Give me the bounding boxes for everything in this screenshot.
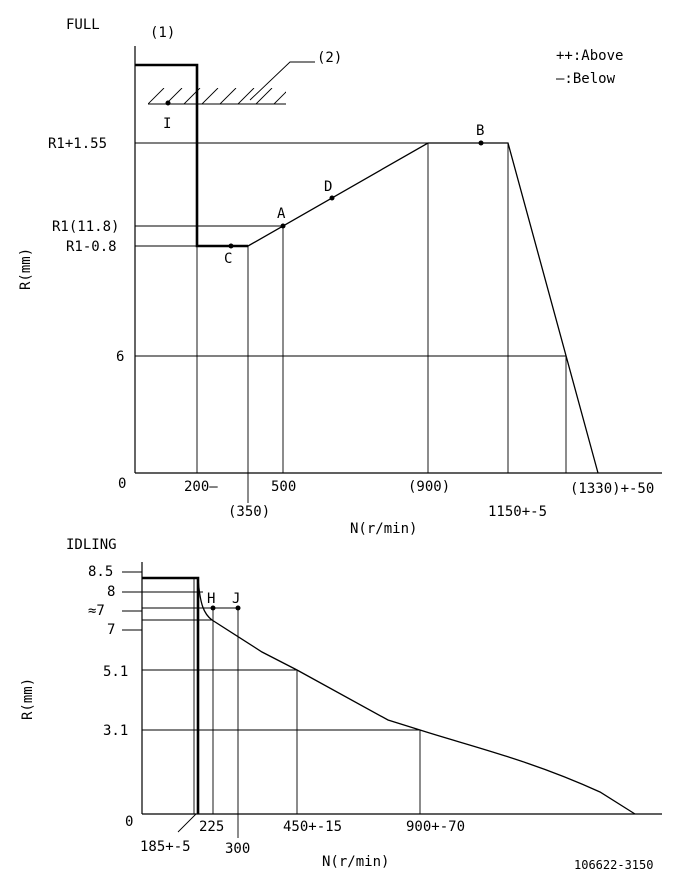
point-a-label: A	[277, 206, 286, 222]
point-c-label: C	[224, 251, 232, 267]
full-origin: 0	[118, 476, 126, 492]
full-ytick-r1-minus: R1-0.8	[66, 239, 117, 255]
point-c-marker	[228, 243, 234, 249]
full-xtick-1330: (1330)+-50	[570, 481, 654, 497]
legend-below: —:Below	[556, 71, 616, 87]
idling-x-axis-label: N(r/min)	[322, 854, 389, 870]
point-a-marker	[280, 223, 286, 229]
full-xtick-500: 500	[271, 479, 296, 495]
point-h-label: H	[207, 591, 215, 607]
idling-ytick-8: 8	[107, 584, 115, 600]
point-j-label: J	[232, 591, 240, 607]
full-stopper-step	[135, 63, 248, 248]
idling-xtick-450: 450+-15	[283, 819, 342, 835]
point-i-marker	[165, 100, 171, 106]
idling-xtick-185: 185+-5	[140, 839, 191, 855]
idling-curve	[197, 577, 636, 815]
full-ytick-r1: R1(11.8)	[52, 219, 119, 235]
idling-ytick-3-1: 3.1	[103, 723, 128, 739]
idling-ytick-8-5: 8.5	[88, 564, 113, 580]
full-xtick-1150: 1150+-5	[488, 504, 547, 520]
full-ytick-6: 6	[116, 349, 124, 365]
point-j-marker	[235, 605, 241, 611]
idling-y-axis-label: R(mm)	[20, 678, 36, 720]
idling-ytick-approx-7: ≈7	[88, 603, 105, 619]
label-2-leader	[249, 61, 315, 101]
idling-xtick-185-leader	[177, 813, 197, 833]
full-y-axis-label: R(mm)	[18, 248, 34, 290]
idling-xtick-300: 300	[225, 841, 250, 857]
full-load-curve	[247, 142, 599, 474]
point-i-label: I	[163, 116, 171, 132]
full-ytick-r1-plus: R1+1.55	[48, 136, 107, 152]
legend-above: ++:Above	[556, 48, 623, 64]
point-d-marker	[329, 195, 335, 201]
label-2: (2)	[317, 50, 342, 66]
idling-ytick-5-1: 5.1	[103, 664, 128, 680]
idling-ytick-7: 7	[107, 622, 115, 638]
idling-xtick-900: 900+-70	[406, 819, 465, 835]
label-1: (1)	[150, 25, 175, 41]
full-xtick-200: 200—	[184, 479, 218, 495]
full-xtick-350: (350)	[228, 504, 270, 520]
point-d-label: D	[324, 179, 332, 195]
point-b-marker	[478, 140, 484, 146]
full-x-axis-label: N(r/min)	[350, 521, 417, 537]
figure-id: 106622-3150	[574, 858, 653, 872]
point-b-label: B	[476, 123, 484, 139]
idling-title: IDLING	[66, 537, 117, 553]
stopper-hatch	[148, 88, 286, 105]
point-h-marker	[210, 605, 216, 611]
idling-stopper-step	[142, 576, 200, 814]
idling-origin: 0	[125, 814, 133, 830]
full-title: FULL	[66, 17, 100, 33]
idling-xtick-225: 225	[199, 819, 224, 835]
full-xtick-900: (900)	[408, 479, 450, 495]
